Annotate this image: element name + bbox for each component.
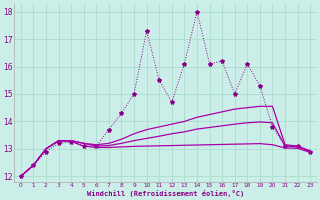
X-axis label: Windchill (Refroidissement éolien,°C): Windchill (Refroidissement éolien,°C) bbox=[87, 190, 244, 197]
